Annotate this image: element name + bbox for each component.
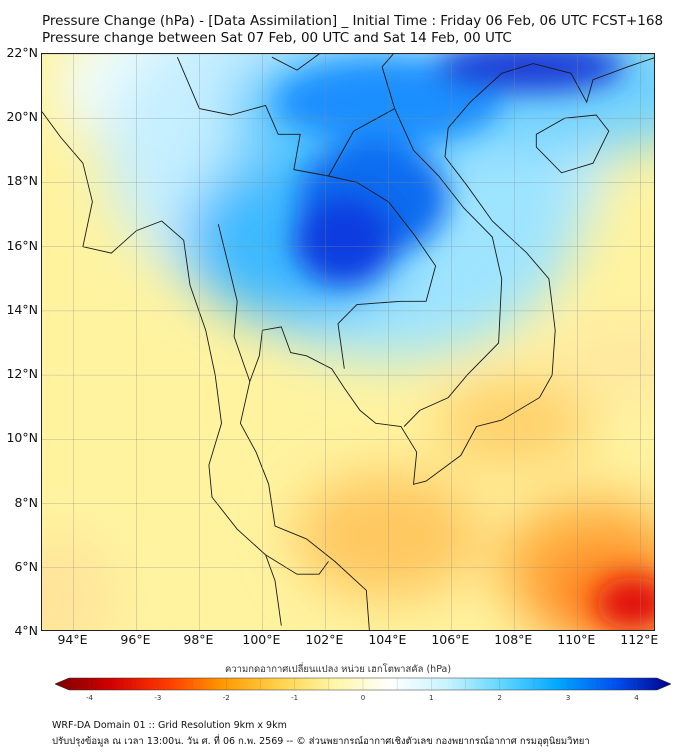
lat-label: 20°N: [6, 109, 38, 125]
lon-label: 96°E: [120, 632, 151, 647]
colorbar-tick-label: 2: [497, 694, 502, 702]
colorbar-tick-label: 4: [634, 694, 639, 702]
coast-line-2: [535, 114, 610, 174]
map-panel: [41, 53, 655, 631]
colorbar-ticks: [89, 678, 637, 690]
chart-title: Pressure Change (hPa) - [Data Assimilati…: [42, 13, 664, 29]
map-canvas: [42, 54, 654, 630]
colorbar-tick-label: -1: [291, 694, 299, 702]
colorbar-title: ความกดอากาศเปลี่ยนแปลง หน่วย เฮกโตพาสคัล…: [224, 664, 452, 675]
lat-label: 18°N: [6, 173, 38, 189]
lon-label: 98°E: [183, 632, 214, 647]
field-blob-6: [545, 320, 654, 398]
field-blob-11: [42, 535, 115, 630]
colorbar-tick-label: -3: [154, 694, 162, 702]
field-core-2: [293, 195, 395, 286]
chart-subtitle: Pressure change between Sat 07 Feb, 00 U…: [42, 30, 512, 46]
coast-line-4: [217, 224, 251, 382]
lat-label: 12°N: [6, 366, 38, 382]
field-core-4: [596, 577, 654, 629]
coast-line-5: [271, 54, 321, 71]
colorbar-tick-label: 1: [429, 694, 434, 702]
lat-label: 4°N: [14, 623, 38, 638]
lon-label: 110°E: [557, 632, 596, 647]
coast-line-1: [239, 57, 654, 630]
model-info: WRF-DA Domain 01 :: Grid Resolution 9km …: [52, 720, 287, 731]
colorbar-tick-label: 0: [360, 694, 366, 702]
lat-label: 10°N: [6, 430, 38, 446]
lat-label: 22°N: [6, 45, 38, 60]
lon-label: 108°E: [494, 632, 533, 647]
coast-line-0: [42, 111, 282, 626]
credit-line: ปรับปรุงข้อมูล ณ เวลา 13:00น. วัน ศ. ที่…: [52, 736, 590, 747]
lat-label: 8°N: [14, 494, 38, 510]
gridlines: [42, 54, 654, 630]
lon-label: 112°E: [620, 632, 659, 647]
lon-label: 104°E: [368, 632, 407, 647]
lat-label: 14°N: [6, 301, 38, 317]
colorbar-tick-label: -2: [222, 694, 230, 702]
lon-label: 100°E: [242, 632, 281, 647]
colorbar-tick-label: 3: [565, 694, 571, 702]
coast-line-8: [381, 54, 396, 109]
lon-label: 106°E: [431, 632, 470, 647]
colorbar-tick-label: -4: [86, 694, 93, 702]
lon-label: 94°E: [57, 632, 88, 647]
colorbar: [55, 677, 671, 691]
lat-label: 6°N: [14, 558, 38, 574]
lat-label: 16°N: [6, 237, 38, 253]
lon-label: 102°E: [305, 632, 344, 647]
